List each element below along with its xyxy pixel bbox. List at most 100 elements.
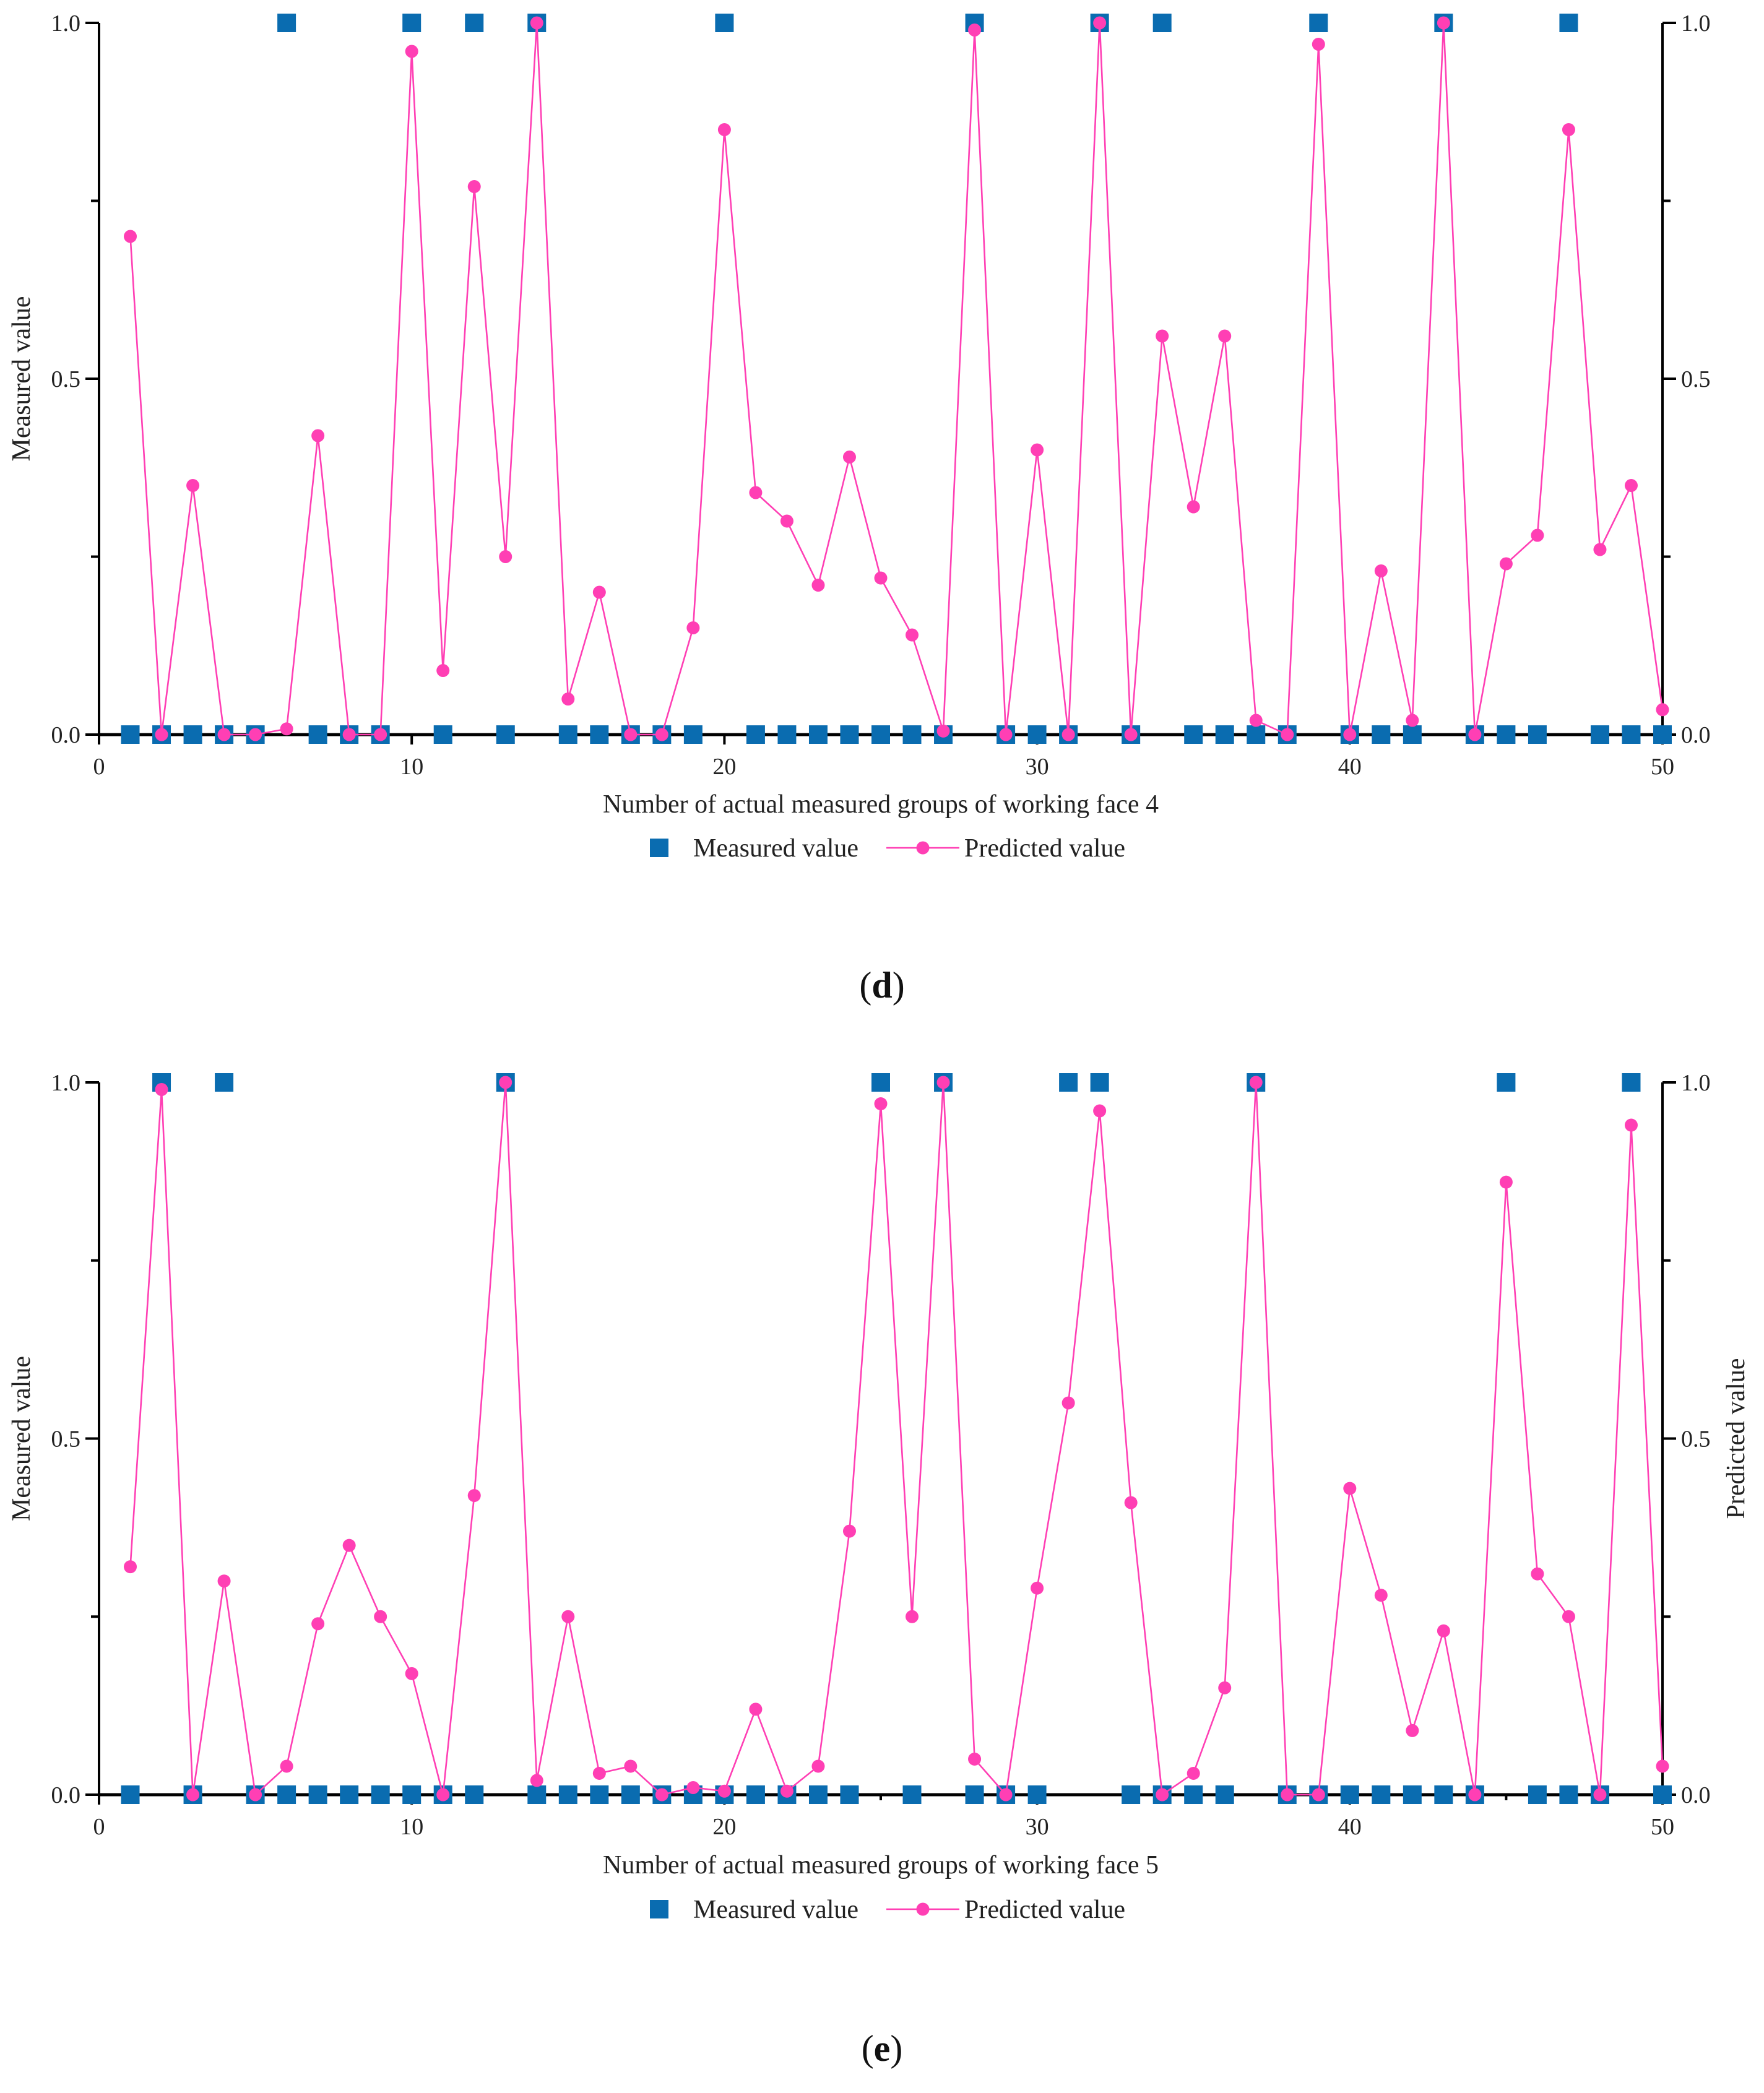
measured-point [183, 725, 202, 744]
y-left-tick-label: 1.0 [51, 11, 81, 37]
measured-point [308, 725, 327, 744]
predicted-point [1187, 1766, 1200, 1780]
measured-point [746, 725, 765, 744]
predicted-point [780, 514, 793, 528]
predicted-point [1562, 123, 1575, 136]
measured-point [1215, 1785, 1234, 1804]
predicted-point [1124, 728, 1138, 741]
measured-point [496, 725, 515, 744]
predicted-point [749, 1702, 763, 1716]
measured-point [277, 14, 296, 32]
predicted-point [374, 728, 387, 741]
predicted-point [999, 728, 1013, 741]
measured-point [871, 725, 890, 744]
measured-point [1215, 725, 1234, 744]
predicted-point [906, 1610, 919, 1623]
predicted-point [1468, 728, 1482, 741]
chart-panel-e: 0 10 20 30 40 50 0.0 0.0 0.5 0.5 1.0 1.0 Measured va… [7, 1070, 1750, 2069]
predicted-point [499, 550, 512, 563]
predicted-point [1624, 1118, 1638, 1132]
y-left-tick-label: 0.0 [51, 722, 81, 748]
measured-point [590, 725, 609, 744]
measured-point [746, 1785, 765, 1804]
measured-point [1152, 14, 1172, 32]
measured-point [1372, 1785, 1391, 1804]
predicted-point [155, 1083, 168, 1097]
measured-point [1434, 1785, 1453, 1804]
legend-predicted-label: Predicted value [964, 834, 1125, 863]
predicted-point [842, 1524, 856, 1538]
measured-point [808, 1785, 828, 1804]
legend-measured-marker [650, 1900, 668, 1918]
measured-point [402, 1785, 422, 1804]
measured-point [1027, 725, 1047, 744]
legend: Measured value Predicted value [650, 834, 1125, 863]
predicted-point [1437, 1624, 1450, 1638]
predicted-point [1531, 1567, 1544, 1581]
predicted-point [749, 486, 763, 499]
predicted-point [1562, 1610, 1575, 1623]
measured-point [902, 725, 922, 744]
predicted-point [624, 728, 638, 741]
predicted-point [1374, 564, 1388, 577]
predicted-point [811, 579, 825, 592]
measured-point [1528, 1785, 1547, 1804]
measured-point [527, 1785, 547, 1804]
measured-point [121, 1785, 140, 1804]
measured-point [1497, 1073, 1516, 1092]
predicted-point [217, 1574, 231, 1588]
legend-predicted-marker [916, 841, 930, 855]
predicted-point [405, 45, 418, 58]
measured-point [840, 725, 859, 744]
predicted-point [1124, 1496, 1138, 1509]
measured-point [590, 1785, 609, 1804]
y-left-tick-label: 1.0 [51, 1070, 81, 1096]
measured-point [558, 725, 577, 744]
y-axis-title-left: Measured value [7, 1356, 36, 1521]
predicted-point [217, 728, 231, 741]
x-tick-label: 40 [1338, 754, 1362, 780]
measured-point [1622, 725, 1641, 744]
measured-point [1027, 1785, 1047, 1804]
chart-panel-d: 0 10 20 30 40 50 0.0 0.0 0.5 0.5 1.0 1.0 Measured va… [7, 11, 1711, 1006]
panel-label: (d) [859, 965, 904, 1006]
x-tick-label: 0 [93, 754, 105, 780]
measured-point [1372, 725, 1391, 744]
predicted-point [1249, 714, 1263, 727]
predicted-point [311, 1617, 325, 1631]
x-axis-title: Number of actual measured groups of work… [603, 790, 1159, 819]
y-left-tick-label: 0.0 [51, 1782, 81, 1808]
predicted-point [186, 479, 200, 492]
measured-point [1403, 1785, 1422, 1804]
predicted-point [311, 429, 325, 442]
measured-point [1653, 1785, 1672, 1804]
predicted-point [280, 1759, 293, 1773]
predicted-point [280, 722, 293, 736]
predicted-point [155, 728, 168, 741]
measured-point [1528, 725, 1547, 744]
predicted-point [561, 693, 575, 706]
predicted-point [1343, 1482, 1357, 1495]
measured-point [777, 725, 797, 744]
predicted-point [1406, 714, 1419, 727]
x-tick-label: 10 [400, 754, 423, 780]
predicted-point [1593, 1788, 1607, 1802]
predicted-point [1093, 16, 1107, 30]
measured-point [1653, 725, 1672, 744]
y-right-tick-label: 0.0 [1681, 1782, 1711, 1808]
predicted-point [1187, 500, 1200, 514]
predicted-point [342, 1538, 356, 1552]
measured-point [965, 1785, 984, 1804]
predicted-point [124, 1560, 137, 1574]
predicted-point [968, 1752, 982, 1766]
y-right-tick-label: 0.0 [1681, 722, 1711, 748]
predicted-point [1031, 1581, 1044, 1595]
panel-label: (e) [862, 2028, 903, 2069]
predicted-point [499, 1076, 512, 1089]
y-left-tick-label: 0.5 [51, 1426, 81, 1452]
measured-point [215, 1073, 234, 1092]
predicted-point [1593, 543, 1607, 556]
measured-point [1590, 725, 1609, 744]
predicted-point [1156, 329, 1169, 343]
predicted-point [467, 180, 481, 193]
